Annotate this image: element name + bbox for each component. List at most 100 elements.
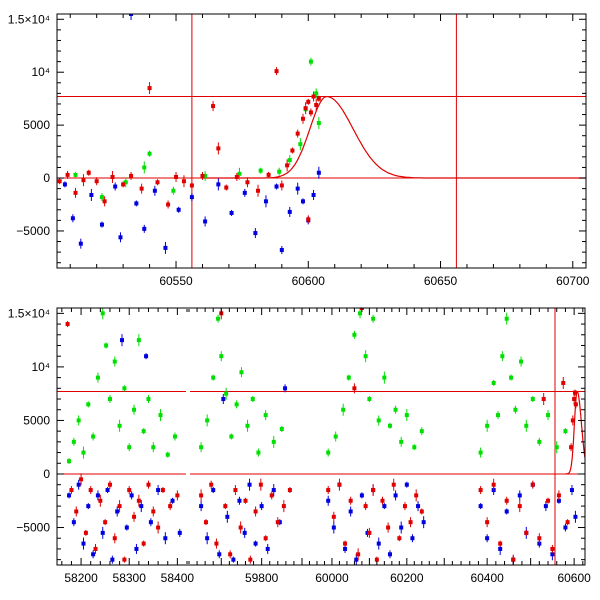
bottom-blue-point: [148, 520, 153, 525]
top-red-point: [181, 179, 186, 184]
bottom-green-point: [371, 316, 376, 321]
bottom-blue-point: [517, 493, 522, 498]
bottom-red-point: [88, 488, 93, 493]
bottom-red-point: [565, 520, 570, 525]
bottom-blue-point: [259, 504, 264, 509]
top-blue-point: [89, 192, 94, 197]
top-blue-point: [274, 184, 279, 189]
top-blue-point: [78, 241, 83, 246]
bottom-blue-point: [416, 504, 421, 509]
bottom-blue-point: [271, 488, 276, 493]
bottom-blue-point: [399, 525, 404, 530]
top-red-point: [86, 170, 91, 175]
bottom-red-point: [269, 493, 274, 498]
bottom-green-point: [546, 413, 551, 418]
top-plot-frame: [56, 13, 587, 269]
bottom-green-point: [136, 338, 141, 343]
bottom-red-point: [65, 322, 70, 327]
bottom-x-tick-label: 60600: [557, 571, 591, 585]
bottom-red-point: [380, 498, 385, 503]
bottom-light-curve-plot: 58200 58300 58400 59800 60000 60200 60400 60600…: [8, 306, 591, 585]
bottom-red-point: [287, 488, 292, 493]
top-blue-point: [287, 209, 292, 214]
bottom-red-point: [517, 504, 522, 509]
top-blue-point: [253, 231, 258, 236]
bottom-season-panel: [326, 308, 426, 565]
bottom-green-point: [563, 429, 568, 434]
bottom-green-point: [199, 445, 204, 450]
top-green-point: [99, 195, 104, 200]
bottom-green-point: [478, 450, 483, 455]
bottom-red-point: [199, 493, 204, 498]
bottom-blue-point: [569, 488, 574, 493]
top-red-point: [110, 174, 115, 179]
bottom-green-point: [172, 434, 177, 439]
bottom-red-point: [397, 536, 402, 541]
bottom-green-point: [95, 375, 100, 380]
top-blue-point: [229, 210, 234, 215]
top-blue-point: [99, 222, 104, 227]
bottom-season-panel: [199, 308, 292, 564]
bottom-blue-point: [211, 488, 216, 493]
bottom-blue-point: [382, 504, 387, 509]
bottom-y-tick-label: 1.5×10⁴: [8, 306, 50, 320]
top-red-point: [279, 183, 284, 188]
bottom-blue-point: [110, 557, 115, 562]
bottom-red-point: [352, 386, 357, 391]
top-red-point: [316, 96, 321, 101]
bottom-green-point: [509, 375, 514, 380]
bottom-blue-point: [100, 530, 105, 535]
top-red-point: [234, 174, 239, 179]
bottom-red-point: [136, 498, 141, 503]
bottom-green-point: [107, 397, 112, 402]
top-red-point: [139, 186, 144, 191]
top-blue-point: [113, 184, 118, 189]
bottom-green-point: [530, 397, 535, 402]
bottom-red-point: [356, 552, 361, 557]
top-y-tick-label: −5000: [16, 224, 50, 238]
bottom-blue-point: [359, 493, 364, 498]
bottom-red-point: [258, 482, 263, 487]
top-red-point: [211, 104, 216, 109]
bottom-green-point: [404, 413, 409, 418]
bottom-green-point: [100, 311, 105, 316]
bottom-green-point: [104, 343, 109, 348]
bottom-red-point: [337, 482, 342, 487]
bottom-green-point: [513, 407, 518, 412]
bottom-blue-point: [543, 504, 548, 509]
bottom-green-point: [500, 354, 505, 359]
top-red-point: [224, 185, 229, 190]
bottom-blue-point: [498, 546, 503, 551]
bottom-red-point: [371, 488, 376, 493]
bottom-x-tick-label: 60200: [390, 571, 424, 585]
bottom-blue-point: [120, 338, 124, 343]
bottom-green-point: [81, 450, 86, 455]
bottom-green-point: [117, 423, 122, 428]
bottom-green-point: [363, 354, 368, 359]
top-blue-point: [142, 226, 147, 231]
bottom-blue-point: [504, 509, 509, 514]
bottom-green-point: [112, 359, 117, 364]
top-green-point: [308, 59, 313, 64]
bottom-blue-point: [550, 552, 555, 557]
top-blue-point: [176, 207, 181, 212]
bottom-blue-point: [163, 536, 168, 541]
bottom-blue-point: [156, 488, 161, 493]
top-y-tick-label: 1.5×10⁴: [8, 12, 50, 26]
bottom-blue-point: [478, 504, 483, 509]
bottom-green-point: [412, 445, 417, 450]
bottom-red-point: [83, 530, 88, 535]
bottom-green-point: [205, 418, 210, 423]
bottom-green-point: [491, 380, 496, 385]
bottom-green-point: [326, 450, 331, 455]
top-red-point: [174, 174, 179, 179]
bottom-blue-point: [199, 504, 204, 509]
bottom-blue-point: [410, 536, 415, 541]
bottom-x-tick-label: 60000: [315, 571, 349, 585]
bottom-red-point: [248, 557, 253, 562]
bottom-blue-point: [76, 482, 81, 487]
bottom-red-point: [573, 402, 578, 407]
bottom-red-point: [537, 536, 542, 541]
bottom-blue-point: [242, 530, 247, 535]
